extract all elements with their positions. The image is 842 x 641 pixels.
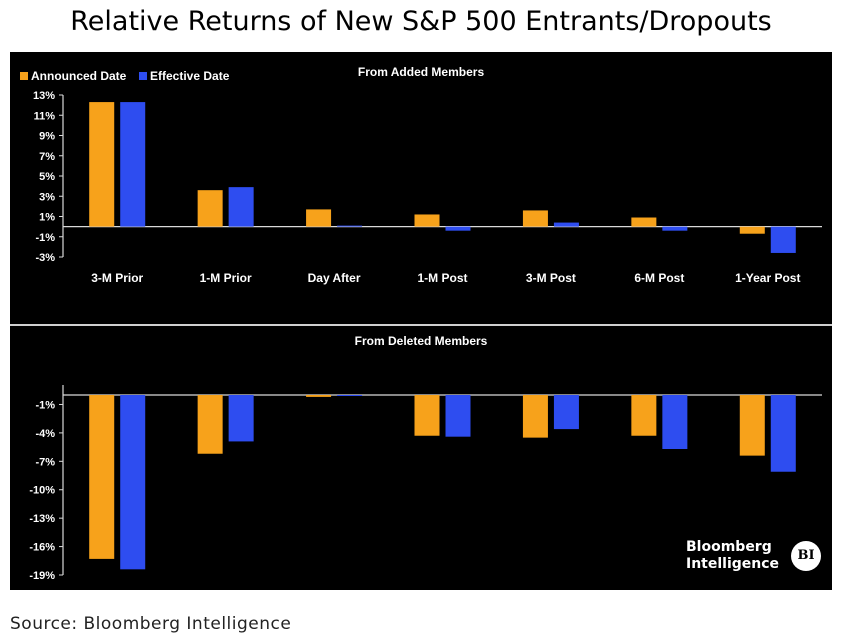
bar-1-1-0 [197, 395, 223, 454]
bar-1-0-0 [89, 395, 115, 559]
bar-0-6-0 [739, 226, 765, 234]
bar-0-3-0 [414, 214, 440, 227]
bar-0-5-1 [662, 226, 688, 231]
bar-0-4-1 [553, 222, 579, 227]
logo-line1: Bloomberg [686, 539, 772, 555]
category-label-2: Day After [308, 271, 361, 285]
y-tick-label-1-6: -19% [29, 570, 55, 582]
legend-label-1: Effective Date [150, 69, 230, 83]
bar-1-1-1 [228, 395, 254, 442]
page-title: Relative Returns of New S&P 500 Entrants… [70, 6, 772, 37]
legend-label-0: Announced Date [31, 69, 127, 83]
bar-1-5-1 [662, 395, 688, 449]
bar-1-6-1 [770, 395, 796, 472]
y-tick-label-0-0: 13% [33, 90, 55, 102]
logo-line2: Intelligence [686, 556, 780, 572]
bloomberg-intelligence-logo: Bloomberg Intelligence BI [686, 539, 826, 579]
bar-0-1-0 [197, 190, 223, 227]
y-tick-label-0-2: 9% [39, 131, 55, 143]
y-tick-label-0-8: -3% [35, 252, 55, 264]
bar-1-3-0 [414, 395, 440, 436]
y-tick-label-0-3: 7% [39, 151, 55, 163]
y-tick-label-0-5: 3% [39, 191, 55, 203]
bi-badge-icon: BI [791, 541, 821, 571]
category-label-5: 6-M Post [634, 271, 684, 285]
bar-0-5-0 [631, 217, 657, 227]
bar-1-4-1 [553, 395, 579, 430]
bar-0-0-1 [120, 102, 146, 227]
y-tick-label-1-0: -1% [35, 399, 55, 411]
y-tick-label-1-3: -10% [29, 485, 55, 497]
category-label-4: 3-M Post [526, 271, 576, 285]
chart-panel [10, 52, 832, 590]
bar-0-2-0 [306, 209, 332, 227]
y-tick-label-1-2: -7% [35, 456, 55, 468]
bar-0-0-0 [89, 102, 115, 227]
legend-swatch-0 [20, 72, 28, 80]
bar-0-2-1 [337, 225, 363, 227]
y-tick-label-0-6: 1% [39, 212, 55, 224]
category-label-1: 1-M Prior [200, 271, 252, 285]
bar-0-4-0 [522, 210, 548, 227]
category-label-3: 1-M Post [417, 271, 467, 285]
source-note: Source: Bloomberg Intelligence [10, 614, 292, 634]
legend-swatch-1 [139, 72, 147, 80]
y-tick-label-0-4: 5% [39, 171, 55, 183]
y-tick-label-1-4: -13% [29, 513, 55, 525]
bar-1-2-0 [306, 395, 332, 397]
category-label-0: 3-M Prior [91, 271, 143, 285]
panel-title-1: From Deleted Members [355, 334, 488, 348]
logo-text: Bloomberg Intelligence [686, 539, 779, 573]
bar-0-3-1 [445, 226, 471, 231]
panel-divider [10, 324, 832, 326]
bar-0-1-1 [228, 187, 254, 227]
bar-0-6-1 [770, 226, 796, 253]
category-label-6: 1-Year Post [735, 271, 800, 285]
bar-1-0-1 [120, 395, 146, 570]
bar-1-4-0 [522, 395, 548, 438]
y-tick-label-1-1: -4% [35, 428, 55, 440]
bar-1-3-1 [445, 395, 471, 437]
y-tick-label-0-1: 11% [34, 110, 56, 122]
y-tick-label-0-7: -1% [35, 232, 55, 244]
bar-1-5-0 [631, 395, 657, 436]
bar-1-2-1 [337, 395, 363, 396]
y-tick-label-1-5: -16% [29, 542, 55, 554]
bar-1-6-0 [739, 395, 765, 456]
panel-title-0: From Added Members [358, 65, 485, 79]
